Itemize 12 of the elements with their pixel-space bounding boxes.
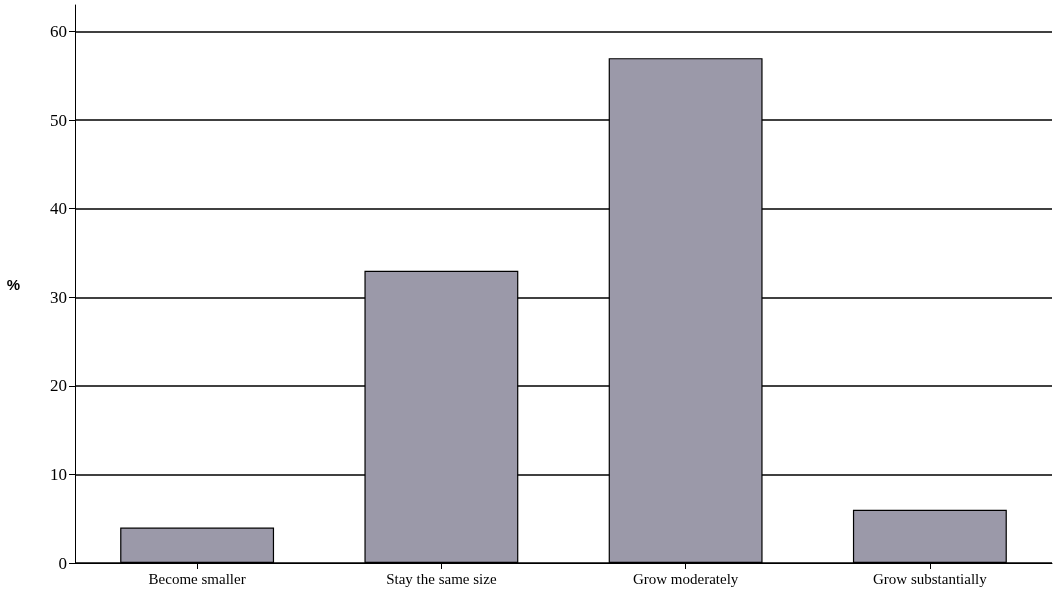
y-tick-label: 50 — [50, 110, 67, 130]
y-tick-label: 20 — [50, 376, 67, 396]
x-tick-label: Grow substantially — [873, 570, 988, 587]
y-tick-label: 30 — [50, 287, 67, 307]
x-tick-label: Become smaller — [148, 570, 246, 587]
y-axis-title: % — [6, 275, 20, 293]
y-tick-label: 0 — [58, 553, 67, 573]
x-tick-label: Stay the same size — [386, 570, 497, 587]
y-tick-label: 60 — [50, 22, 67, 42]
y-tick-label: 40 — [50, 199, 67, 219]
y-tick-label: 10 — [50, 464, 67, 484]
x-tick-label: Grow moderately — [632, 570, 739, 587]
